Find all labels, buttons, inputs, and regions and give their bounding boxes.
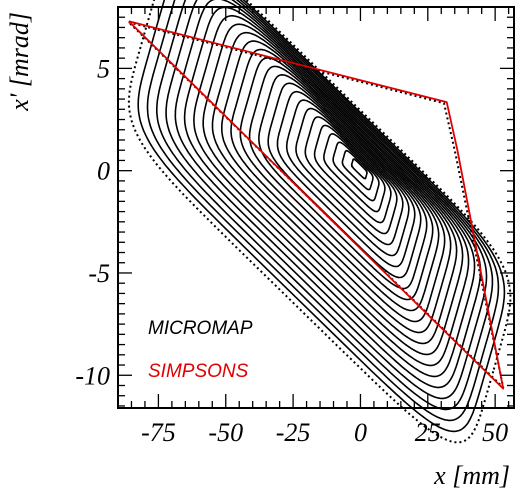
micromap-contour [174,0,482,389]
x-tick-label: 50 [482,418,508,447]
micromap-contours [127,0,512,444]
x-tick-label: -75 [141,418,176,447]
micromap-contour [313,124,392,224]
y-tick-label: 0 [97,157,110,186]
micromap-contour [341,149,374,191]
x-tick-labels: -75 -50 -25 0 25 50 [141,418,508,447]
plot-frame [117,6,515,409]
boundary-traces [128,20,505,390]
micromap-contour [221,40,452,334]
micromap-contour [193,15,470,367]
micromap-contour [248,65,434,301]
x-tick-label: 0 [354,418,367,447]
micromap-contour [239,57,440,312]
micromap-contour [165,0,488,400]
legend-entry-micromap: MICROMAP [148,318,253,339]
y-axis-label: x' [mrad] [5,12,34,112]
micromap-contour [304,116,398,235]
x-axis-ticks [117,7,510,408]
micromap-contour [211,31,458,345]
micromap-contour [323,133,386,213]
micromap-contour [137,0,506,433]
y-axis-ticks [118,6,514,407]
x-tick-label: -50 [208,418,243,447]
micromap-contour [230,48,446,323]
micromap-contour [156,0,494,411]
micromap-contour [350,158,368,180]
x-axis-label: x [mm] [433,461,510,490]
x-tick-label: 25 [415,418,441,447]
simpsons-outer-boundary [128,20,505,390]
micromap-contour [146,0,500,422]
y-tick-label: -10 [75,361,110,390]
legend-entry-simpsons: SIMPSONS [148,361,249,382]
micromap-contour [258,73,428,290]
y-tick-label: -5 [88,259,110,288]
micromap-contour [295,107,404,246]
y-tick-labels: -10 -5 0 5 [75,54,110,390]
y-tick-label: 5 [97,54,110,83]
micromap-contour [285,99,410,257]
x-tick-label: -25 [276,418,311,447]
micromap-contour [202,23,464,356]
micromap-contour [332,141,380,202]
micromap-contour [276,90,416,268]
micromap-contour [267,82,422,279]
micromap-contour [183,6,476,378]
